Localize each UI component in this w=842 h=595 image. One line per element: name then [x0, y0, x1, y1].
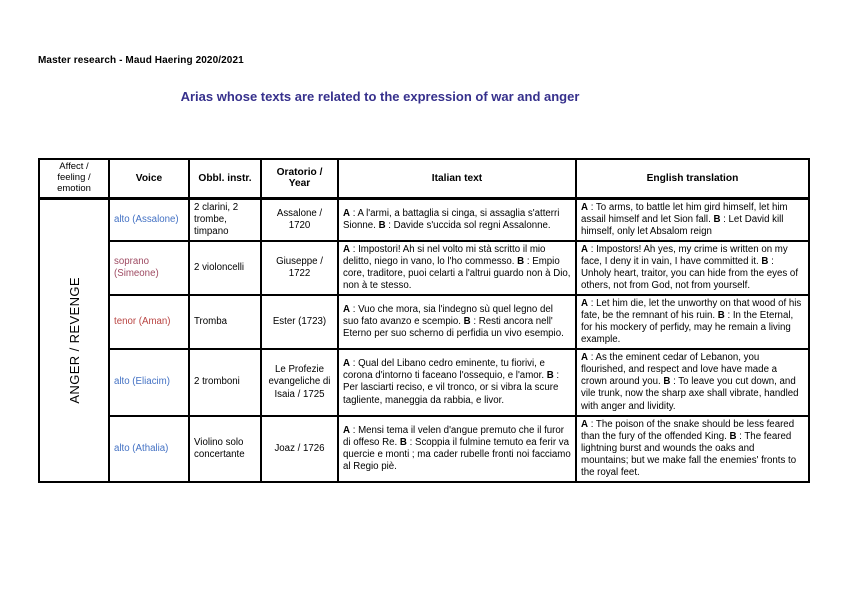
italian-text-cell: A : Mensi tema il velen d'angue premuto …: [337, 414, 577, 483]
table-row: tenor (Aman) Tromba Ester (1723) A : Vuo…: [39, 294, 810, 351]
affect-category-cell: ANGER / REVENGE: [38, 197, 110, 483]
english-text-cell: A : As the eminent cedar of Lebanon, you…: [575, 348, 810, 417]
voice-cell: tenor (Aman): [108, 294, 190, 351]
page-title: Arias whose texts are related to the exp…: [180, 89, 580, 104]
arias-table: Affect / feeling / emotion Voice Obbl. i…: [38, 157, 810, 483]
column-header-obbl-instr: Obbl. instr.: [188, 157, 262, 200]
english-text-cell: A : Impostors! Ah yes, my crime is writt…: [575, 240, 810, 297]
table-row: soprano (Simeone) 2 violoncelli Giuseppe…: [39, 240, 810, 297]
instrument-cell: 2 violoncelli: [188, 240, 262, 297]
column-header-voice: Voice: [108, 157, 190, 200]
column-header-italian-text: Italian text: [337, 157, 577, 200]
italian-text-cell: A : Qual del Libano cedro eminente, tu f…: [337, 348, 577, 417]
instrument-cell: Tromba: [188, 294, 262, 351]
column-header-english-translation: English translation: [575, 157, 810, 200]
english-text-cell: A : The poison of the snake should be le…: [575, 414, 810, 483]
oratorio-cell: Ester (1723): [260, 294, 339, 351]
table-header-row: Affect / feeling / emotion Voice Obbl. i…: [38, 157, 810, 200]
voice-cell: alto (Eliacim): [108, 348, 190, 417]
italian-text-cell: A : Vuo che mora, sia l'indegno sù quel …: [337, 294, 577, 351]
table-row: ANGER / REVENGE alto (Assalone) 2 clarin…: [38, 197, 810, 483]
table-row: alto (Eliacim) 2 tromboni Le Profezie ev…: [39, 348, 810, 417]
oratorio-cell: Le Profezie evangeliche di Isaia / 1725: [260, 348, 339, 417]
english-text-cell: A : To arms, to battle let him gird hims…: [575, 197, 810, 243]
voice-cell: alto (Assalone): [108, 197, 190, 243]
oratorio-cell: Assalone / 1720: [260, 197, 339, 243]
affect-label: ANGER / REVENGE: [66, 276, 82, 404]
instrument-cell: 2 tromboni: [188, 348, 262, 417]
instrument-cell: Violino solo concertante: [188, 414, 262, 483]
italian-text-cell: A : Impostori! Ah si nel volto mi stà sc…: [337, 240, 577, 297]
instrument-cell: 2 clarini, 2 trombe, timpano: [188, 197, 262, 243]
italian-text-cell: A : A l'armi, a battaglia si cinga, si a…: [337, 197, 577, 243]
oratorio-cell: Joaz / 1726: [260, 414, 339, 483]
column-header-oratorio-year: Oratorio / Year: [260, 157, 339, 200]
voice-cell: alto (Athalia): [108, 414, 190, 483]
document-header: Master research - Maud Haering 2020/2021: [38, 55, 244, 66]
column-header-affect: Affect / feeling / emotion: [38, 157, 110, 200]
oratorio-cell: Giuseppe / 1722: [260, 240, 339, 297]
voice-cell: soprano (Simeone): [108, 240, 190, 297]
table-row: alto (Athalia) Violino solo concertante …: [39, 414, 810, 483]
english-text-cell: A : Let him die, let the unworthy on tha…: [575, 294, 810, 351]
